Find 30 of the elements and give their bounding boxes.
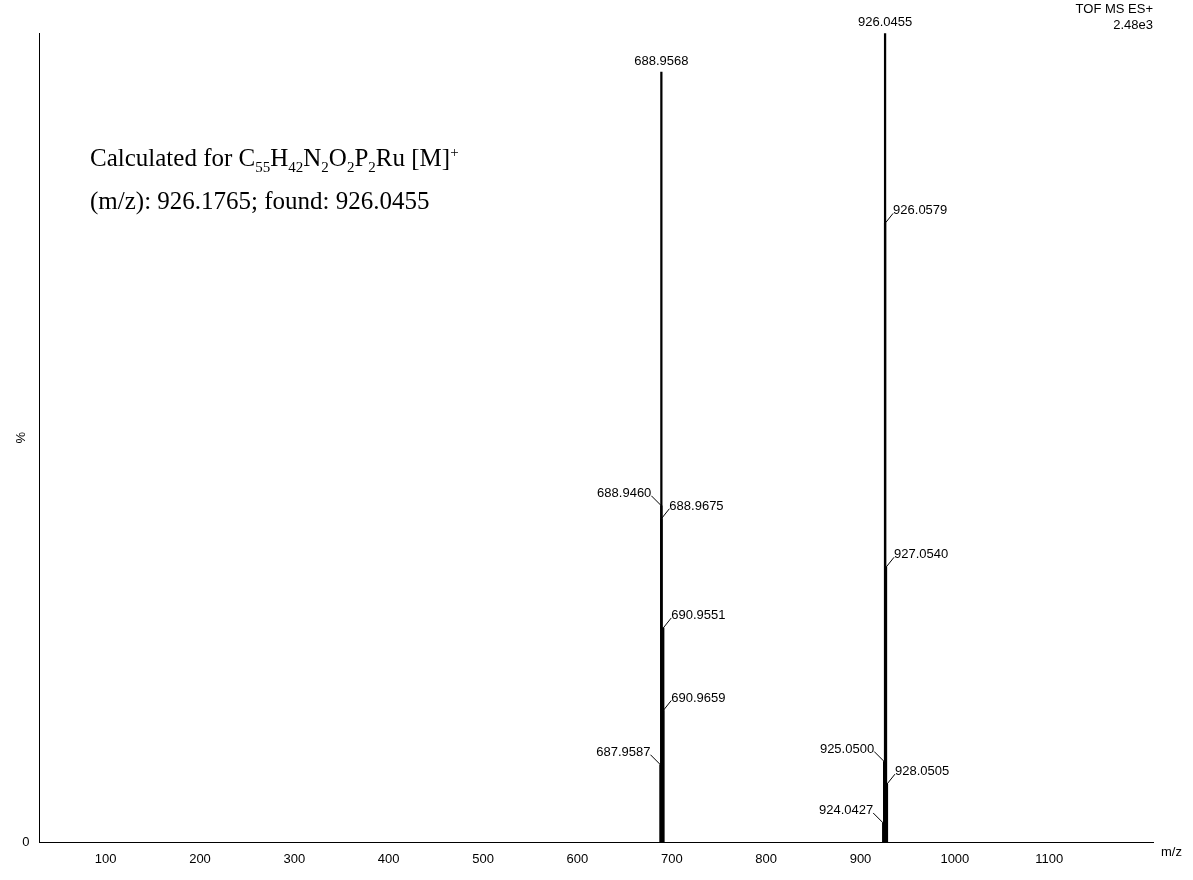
text: Calculated for C$_{55}$H$_{42}$N$_{2}$O$_{2}$P$_{2}$Ru [M]$^{+}$	[90, 144, 459, 176]
x-tick-label: 700	[660, 850, 683, 866]
annotation: 925.0500	[819, 740, 875, 756]
annotation: 688.9675	[669, 497, 724, 513]
x-tick-label: 500	[472, 850, 494, 866]
annotation: (m/z): 926.1765; found: 926.0455	[90, 186, 431, 217]
annotation: 690.9659	[671, 689, 726, 705]
x-tick-label: 1100	[1035, 850, 1064, 866]
chart-title: TOF MS ES+	[1075, 1, 1153, 17]
annotation: 928.0505	[894, 763, 950, 779]
x-tick-label: 200	[189, 850, 211, 866]
annotation: 927.0540	[894, 546, 949, 562]
x-tick-label: 400	[377, 850, 400, 866]
annotation: 924.0427	[818, 802, 874, 818]
y-axis-title: %	[13, 431, 29, 444]
annotation: 690.9551	[671, 607, 726, 623]
x-tick-label: 900	[849, 850, 872, 866]
annotation: 687.9587	[596, 743, 651, 759]
x-tick-label: 100	[94, 850, 117, 866]
annotation: 688.9568	[634, 53, 689, 69]
x-tick-label: 600	[566, 850, 589, 866]
annotation: 926.0455	[857, 14, 913, 30]
x-tick-label: 300	[283, 850, 306, 866]
annotation: 926.0579	[893, 202, 948, 218]
chart-subtitle: 2.48e3	[1113, 16, 1153, 32]
annotation: 688.9460	[597, 484, 652, 500]
x-axis-title: m/z	[1161, 843, 1182, 859]
x-tick-label: 1000	[940, 850, 970, 866]
text: 0	[22, 833, 30, 849]
x-tick-label: 800	[755, 850, 777, 866]
